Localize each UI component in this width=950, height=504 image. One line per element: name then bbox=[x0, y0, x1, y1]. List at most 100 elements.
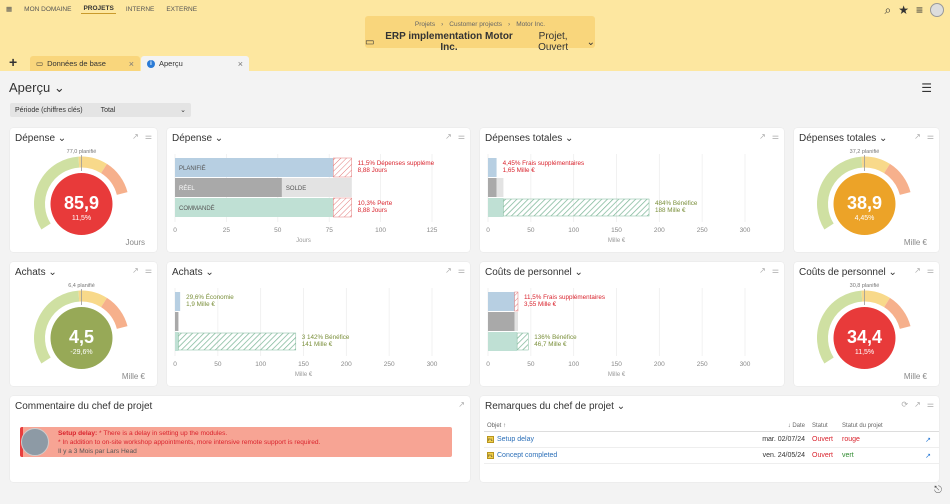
card-title: Commentaire du chef de projet bbox=[15, 401, 153, 412]
overrun-bar bbox=[333, 157, 352, 178]
card-title[interactable]: Coûts de personnel ⌄ bbox=[799, 267, 897, 278]
external-link-icon[interactable]: ↗ bbox=[759, 132, 766, 141]
sliders-icon[interactable]: ⚌ bbox=[457, 132, 465, 141]
gauge-value: 38,9 bbox=[847, 193, 882, 213]
bar bbox=[488, 312, 515, 331]
sliders-icon[interactable]: ⚌ bbox=[926, 132, 934, 141]
breadcrumb-projets[interactable]: Projets bbox=[414, 21, 436, 28]
bar bbox=[175, 292, 181, 311]
remarks-card: Remarques du chef de projet ⌄ ⟳ ↗ ⚌ bbox=[480, 396, 939, 482]
row-object[interactable]: Setup delay bbox=[497, 436, 534, 443]
user-avatar[interactable] bbox=[930, 3, 944, 17]
close-icon[interactable]: × bbox=[237, 58, 243, 69]
breadcrumb-motor-inc[interactable]: Motor Inc. bbox=[516, 21, 546, 28]
col-statut[interactable]: Statut bbox=[812, 423, 828, 429]
row-status: Ouvert bbox=[812, 436, 834, 443]
row-object[interactable]: Concept completed bbox=[497, 452, 558, 459]
gauge-segment bbox=[817, 156, 863, 230]
open-icon[interactable]: ↗ bbox=[925, 452, 931, 460]
breadcrumb-customer-projects[interactable]: Customer projects bbox=[449, 21, 503, 28]
bar-label: COMMANDÉ bbox=[179, 205, 215, 212]
card-title[interactable]: Dépenses totales ⌄ bbox=[485, 133, 574, 144]
gauge-segment bbox=[883, 297, 911, 330]
card-title[interactable]: Dépense ⌄ bbox=[15, 133, 67, 144]
sliders-icon[interactable]: ☰ bbox=[921, 81, 932, 95]
note-icon: PL bbox=[487, 452, 494, 459]
bar-label: RÉEL bbox=[179, 185, 195, 192]
bar bbox=[488, 332, 518, 351]
tick-label: 100 bbox=[568, 361, 579, 368]
external-link-icon[interactable]: ↗ bbox=[132, 132, 139, 141]
card-title[interactable]: Remarques du chef de projet ⌄ bbox=[485, 401, 626, 412]
top-icons: ⌕ ★ ≡ bbox=[884, 3, 944, 17]
gauge-segment bbox=[34, 290, 80, 364]
tick-label: 200 bbox=[341, 361, 352, 368]
gauge-disc bbox=[833, 173, 896, 235]
gauge-segment bbox=[78, 156, 107, 174]
nav-mon-domaine[interactable]: MON DOMAINE bbox=[24, 5, 72, 13]
nav-externe[interactable]: EXTERNE bbox=[166, 5, 198, 13]
sliders-icon[interactable]: ⚌ bbox=[926, 400, 934, 409]
external-link-icon[interactable]: ↗ bbox=[914, 400, 921, 409]
card-title[interactable]: Achats ⌄ bbox=[172, 267, 214, 278]
avatar bbox=[21, 428, 49, 456]
external-link-icon[interactable]: ↗ bbox=[132, 266, 139, 275]
exit-icon[interactable]: ⎋ bbox=[934, 485, 942, 496]
external-link-icon[interactable]: ↗ bbox=[445, 132, 452, 141]
card-title[interactable]: Dépense ⌄ bbox=[172, 133, 224, 144]
star-icon[interactable]: ★ bbox=[898, 3, 909, 17]
card-title[interactable]: Coûts de personnel ⌄ bbox=[485, 267, 583, 278]
project-title-selector[interactable]: ▭ ERP implementation Motor Inc. Projet, … bbox=[365, 31, 595, 53]
refresh-icon[interactable]: ⟳ bbox=[901, 400, 909, 409]
tab-apercu[interactable]: i Aperçu × bbox=[141, 56, 249, 71]
gauge-segment bbox=[100, 297, 128, 330]
table-row[interactable]: PL Concept completed ven. 24/05/24 Ouvert… bbox=[484, 448, 939, 464]
gauge-segment bbox=[861, 290, 890, 308]
gauge-chart: 30,8 planifié 34,4 11,5% Mille € bbox=[817, 283, 928, 381]
bar-annotation: 11,5% Frais supplémentaires bbox=[524, 294, 605, 301]
nav-projets[interactable]: PROJETS bbox=[81, 5, 116, 14]
col-date[interactable]: ↓ Date bbox=[787, 423, 805, 429]
sliders-icon[interactable]: ⚌ bbox=[771, 266, 779, 275]
gauge-value: 4,5 bbox=[69, 327, 94, 347]
sliders-icon[interactable]: ⚌ bbox=[926, 266, 934, 275]
page-title[interactable]: Aperçu ⌄ bbox=[9, 80, 65, 95]
period-value: Total bbox=[100, 106, 116, 114]
card-title[interactable]: Dépenses totales ⌄ bbox=[799, 133, 888, 144]
search-icon[interactable]: ⌕ bbox=[884, 3, 892, 17]
row-status: Ouvert bbox=[812, 452, 834, 459]
bar-annotation: 188 Mille € bbox=[655, 207, 686, 214]
sliders-icon[interactable]: ⚌ bbox=[144, 266, 152, 275]
table-row[interactable]: PL Setup delay mar. 02/07/24 Ouvert rouge… bbox=[484, 432, 939, 448]
tick-label: 300 bbox=[740, 227, 751, 234]
close-icon[interactable]: × bbox=[128, 58, 134, 69]
external-link-icon[interactable]: ↗ bbox=[759, 266, 766, 275]
external-link-icon[interactable]: ↗ bbox=[445, 266, 452, 275]
external-link-icon[interactable]: ↗ bbox=[458, 400, 465, 409]
tick-label: 250 bbox=[697, 227, 708, 234]
menu-icon[interactable]: ≡ bbox=[915, 3, 923, 17]
sliders-icon[interactable]: ⚌ bbox=[144, 132, 152, 141]
gauge-sub: 4,45% bbox=[855, 215, 875, 222]
project-title: ERP implementation Motor Inc. bbox=[385, 31, 513, 53]
external-link-icon[interactable]: ↗ bbox=[914, 266, 921, 275]
sliders-icon[interactable]: ⚌ bbox=[457, 266, 465, 275]
gauge-card-depense: Dépense ⌄ ↗ ⚌ 77,0 planifié 85,9 11,5% Jours bbox=[10, 128, 157, 252]
home-icon[interactable]: ▦ bbox=[6, 6, 13, 13]
col-statut-projet[interactable]: Statut du projet bbox=[842, 423, 883, 429]
axis-label: Mille € bbox=[608, 238, 626, 244]
external-link-icon[interactable]: ↗ bbox=[914, 132, 921, 141]
open-icon[interactable]: ↗ bbox=[925, 436, 931, 444]
period-select[interactable]: Période (chiffres clés) Total ⌄ bbox=[10, 103, 191, 117]
sliders-icon[interactable]: ⚌ bbox=[771, 132, 779, 141]
nav-interne[interactable]: INTERNE bbox=[125, 5, 155, 13]
col-objet[interactable]: Objet ↑ bbox=[487, 423, 507, 429]
bar-chart: 0 25 50 75 100 125 Jours PLANIFIÉ 11,5% Dépenses… bbox=[173, 154, 438, 244]
card-title[interactable]: Achats ⌄ bbox=[15, 267, 57, 278]
bar-annotation: 8,88 Jours bbox=[358, 167, 387, 174]
add-tab-button[interactable]: + bbox=[9, 54, 18, 70]
table-header: Objet ↑ ↓ Date Statut Statut du projet bbox=[484, 421, 939, 432]
tab-donnees-de-base[interactable]: ▭ Données de base × bbox=[30, 56, 140, 71]
bar-annotation: 3 142% Bénéfice bbox=[302, 334, 350, 341]
folder-icon: ▭ bbox=[365, 36, 375, 48]
